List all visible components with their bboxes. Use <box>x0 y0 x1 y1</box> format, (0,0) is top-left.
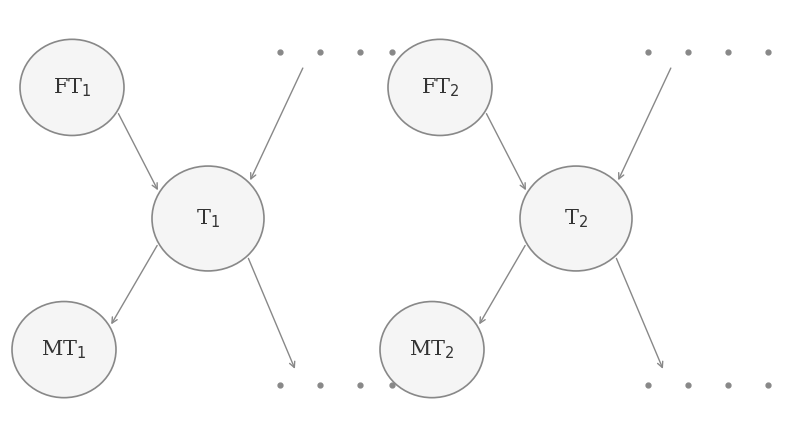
Text: MT$_1$: MT$_1$ <box>42 338 86 361</box>
Ellipse shape <box>20 39 124 135</box>
Text: T$_1$: T$_1$ <box>196 207 220 230</box>
Text: MT$_2$: MT$_2$ <box>410 338 454 361</box>
Text: FT$_2$: FT$_2$ <box>421 76 459 99</box>
Ellipse shape <box>388 39 492 135</box>
Ellipse shape <box>12 302 116 398</box>
Ellipse shape <box>520 166 632 271</box>
Ellipse shape <box>380 302 484 398</box>
Ellipse shape <box>152 166 264 271</box>
Text: FT$_1$: FT$_1$ <box>53 76 91 99</box>
Text: T$_2$: T$_2$ <box>564 207 588 230</box>
